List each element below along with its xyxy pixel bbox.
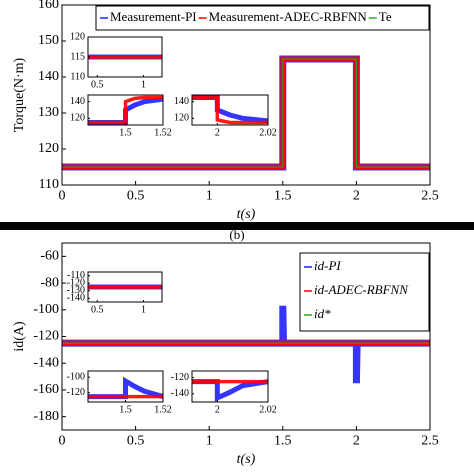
x-tick-label: 0: [59, 188, 66, 203]
series-line: [192, 95, 268, 125]
axes-frame: [191, 370, 269, 403]
y-tick-label: 140: [38, 69, 59, 84]
y-axis-label: id(A): [12, 321, 27, 352]
x-tick-label: 0.5: [127, 433, 145, 448]
y-tick-label: -110: [67, 270, 85, 281]
x-tick-label: 0: [59, 433, 66, 448]
x-tick-label: 1.52: [154, 404, 172, 415]
x-tick-label: 2.02: [259, 404, 277, 415]
x-tick-label: 2.5: [421, 188, 439, 203]
y-tick-label: -140: [33, 355, 59, 370]
y-tick-label: -60: [40, 249, 59, 264]
x-tick-label: 1.5: [274, 188, 292, 203]
y-tick-label: -130: [67, 285, 85, 296]
x-tick-label: 1: [206, 433, 213, 448]
y-tick-label: 115: [70, 51, 85, 62]
separator-bar: [0, 222, 474, 230]
y-tick-label: 110: [39, 177, 59, 192]
y-tick-label: 140: [174, 96, 189, 107]
x-axis-label: t(s): [237, 207, 256, 222]
x-tick-label: 1: [206, 188, 213, 203]
y-tick-label: 140: [70, 96, 85, 107]
legend-label: Measurement-PI: [110, 9, 197, 24]
y-tick-label: -160: [33, 382, 59, 397]
axes-frame: [87, 271, 163, 303]
legend-label: Measurement-ADEC-RBFNN: [209, 9, 368, 24]
x-axis-label: t(s): [237, 452, 256, 467]
y-tick-label: 120: [38, 141, 59, 156]
y-tick-label: -140: [67, 293, 85, 304]
y-tick-label: -120: [33, 329, 59, 344]
x-tick-label: 2.5: [421, 433, 439, 448]
x-tick-label: 2: [353, 188, 360, 203]
x-tick-label: 2.02: [259, 127, 277, 138]
x-tick-label: 1.5: [119, 127, 132, 138]
x-tick-label: 2: [353, 433, 360, 448]
legend-box: [299, 252, 430, 332]
series-line: [88, 95, 163, 125]
x-tick-label: 2: [215, 404, 220, 415]
axes-frame: [61, 4, 431, 186]
y-tick-label: 110: [70, 71, 85, 82]
y-tick-label: -100: [67, 371, 85, 382]
caption: (b): [229, 227, 244, 242]
legend-label: id*: [314, 306, 331, 321]
y-tick-label: 120: [70, 31, 85, 42]
y-tick-label: 120: [174, 113, 189, 124]
y-tick-label: 150: [38, 33, 59, 48]
series-line: [62, 58, 430, 168]
legend-label: id-ADEC-RBFNN: [314, 282, 409, 297]
x-tick-label: 1.5: [119, 404, 132, 415]
y-tick-label: 120: [70, 113, 85, 124]
x-tick-label: 1: [141, 304, 146, 315]
x-tick-label: 1.52: [154, 127, 172, 138]
y-tick-label: 130: [38, 105, 59, 120]
legend-label: id-PI: [314, 258, 341, 273]
plot-area: [192, 371, 268, 402]
x-tick-label: 1: [141, 79, 146, 90]
x-tick-label: 0.5: [91, 304, 104, 315]
y-tick-label: -120: [67, 387, 85, 398]
x-tick-label: 1.5: [274, 433, 292, 448]
x-tick-label: 0.5: [127, 188, 145, 203]
x-tick-label: 0.5: [91, 79, 104, 90]
y-tick-label: 160: [38, 0, 59, 12]
y-tick-label: -180: [33, 409, 59, 424]
y-tick-label: -140: [171, 388, 189, 399]
y-tick-label: -80: [40, 275, 59, 290]
y-tick-label: -100: [33, 302, 59, 317]
y-tick-label: -120: [67, 278, 85, 289]
x-tick-label: 2: [215, 127, 220, 138]
axes-frame: [191, 94, 269, 126]
legend-label: Te: [379, 9, 392, 24]
y-tick-label: -120: [171, 372, 189, 383]
y-axis-label: Torque(N·m): [12, 57, 27, 132]
